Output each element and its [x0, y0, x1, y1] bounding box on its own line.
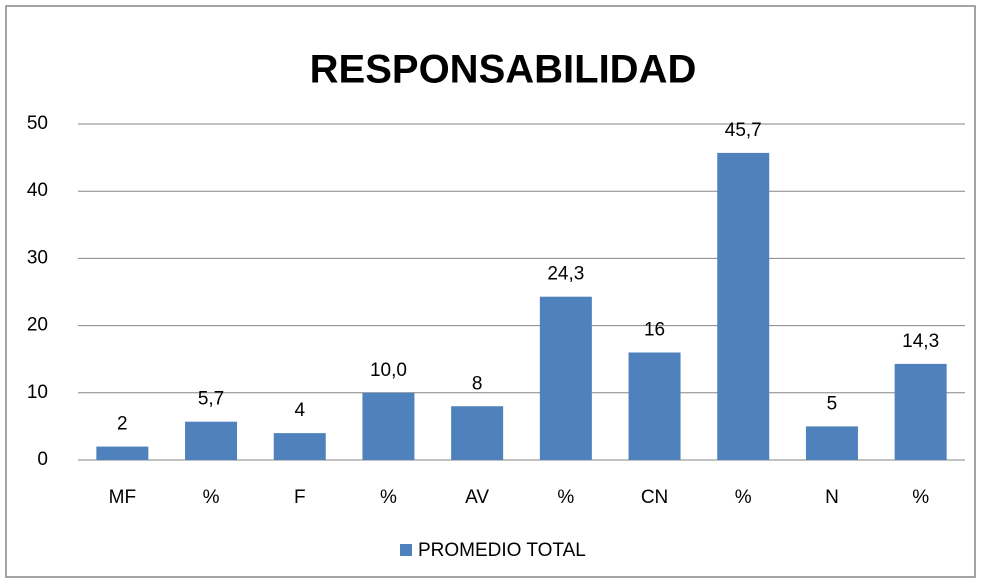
y-tick-label: 20: [27, 315, 48, 336]
legend-swatch: [400, 544, 412, 556]
data-label: 5,7: [198, 389, 224, 410]
x-tick-label: %: [735, 487, 752, 508]
y-tick-label: 10: [27, 382, 48, 403]
data-label: 8: [472, 373, 483, 394]
bar: [539, 296, 592, 460]
data-label: 5: [827, 393, 838, 414]
data-label: 14,3: [902, 331, 939, 352]
x-tick-label: %: [380, 487, 397, 508]
data-label: 10,0: [370, 360, 407, 381]
y-tick-label: 50: [27, 113, 48, 134]
bar: [96, 446, 149, 460]
x-tick-label: N: [825, 487, 839, 508]
bar: [273, 433, 326, 460]
x-tick-label: AV: [465, 487, 489, 508]
legend-label: PROMEDIO TOTAL: [418, 540, 586, 561]
data-label: 45,7: [725, 120, 762, 141]
chart-title: RESPONSABILIDAD: [310, 48, 697, 92]
x-tick-label: %: [912, 487, 929, 508]
x-tick-label: CN: [641, 487, 668, 508]
x-tick-label: F: [294, 487, 306, 508]
x-tick-label: %: [557, 487, 574, 508]
bar: [451, 406, 504, 460]
bar: [894, 363, 947, 460]
x-tick-label: %: [203, 487, 220, 508]
bar: [362, 392, 415, 460]
data-label: 2: [117, 414, 128, 435]
bar: [805, 426, 858, 460]
data-label: 24,3: [547, 264, 584, 285]
data-label: 4: [294, 400, 305, 421]
bar: [185, 421, 238, 460]
bar: [717, 152, 770, 460]
y-tick-label: 0: [37, 449, 48, 470]
bar: [628, 352, 681, 460]
y-tick-label: 40: [27, 180, 48, 201]
chart-border: [5, 5, 976, 578]
x-tick-label: MF: [109, 487, 136, 508]
data-label: 16: [644, 319, 665, 340]
y-tick-label: 30: [27, 247, 48, 268]
